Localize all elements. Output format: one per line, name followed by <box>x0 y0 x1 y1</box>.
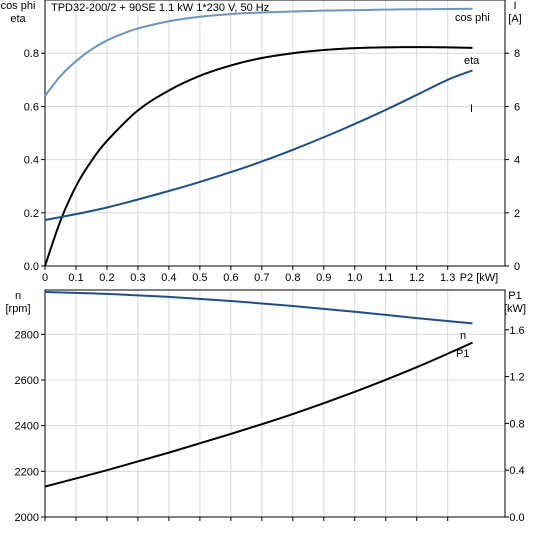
top-plot: 0.0 0.2 0.4 0.6 0.8 0 2 4 6 8 0 0.1 0.2 0.3 0.4 0.5 0.6 0… <box>1 0 522 284</box>
x-tick-label: 1.3 <box>440 272 455 284</box>
y-right-axis-label: [kW] <box>504 303 526 315</box>
series-eta-line <box>44 46 473 267</box>
y-right-axis-label: P1 <box>508 290 521 302</box>
y-left-tick-label: 0.0 <box>24 261 39 273</box>
y-left-tick-label: 0.2 <box>24 208 39 220</box>
series-i-label: I <box>470 103 473 115</box>
y-right-tick-label: 1.6 <box>509 325 524 337</box>
y-left-tick-label: 0.4 <box>24 155 39 167</box>
y-left-tick-label: 2200 <box>15 466 39 478</box>
plot-frame <box>44 0 506 267</box>
y-left-tick-label: 0.8 <box>24 48 39 60</box>
bottom-plot: 200022002400260028000.00.40.81.21.6n[rpm… <box>5 289 526 524</box>
y-left-axis-label: n <box>15 290 21 302</box>
x-tick-label: 1.2 <box>409 272 424 284</box>
series-cos-phi-label: cos phi <box>455 12 490 24</box>
series-cos-phi-line <box>44 7 473 97</box>
x-axis-label: P2 [kW] <box>460 272 499 284</box>
series-n-line <box>44 291 473 325</box>
series-n-label: n <box>460 330 466 342</box>
y-right-tick-label: 0.0 <box>509 512 524 524</box>
y-left-tick-label: 2600 <box>15 375 39 387</box>
y-right-tick-label: 0 <box>514 261 520 273</box>
x-tick-label: 1.1 <box>378 272 393 284</box>
y-right-tick-label: 2 <box>514 208 520 220</box>
plot-frame <box>44 289 506 518</box>
x-tick-label: 0.1 <box>68 272 83 284</box>
y-right-axis-label: I <box>513 0 516 12</box>
series-i-line <box>44 69 473 221</box>
y-right-tick-label: 6 <box>514 101 520 113</box>
x-tick-label: 0 <box>42 272 48 284</box>
y-right-tick-label: 0.4 <box>509 465 524 477</box>
y-left-axis-label: [rpm] <box>5 303 30 315</box>
x-tick-label: 0.3 <box>130 272 145 284</box>
y-right-tick-label: 1.2 <box>509 372 524 384</box>
series-p1-label: P1 <box>456 348 469 360</box>
x-tick-label: 0.5 <box>192 272 207 284</box>
y-right-tick-label: 4 <box>514 155 520 167</box>
x-tick-label: 0.9 <box>316 272 331 284</box>
y-left-tick-label: 2400 <box>15 421 39 433</box>
series-p1-line <box>44 341 473 488</box>
y-left-axis-label: cos phi <box>1 0 36 12</box>
x-tick-label: 0.7 <box>254 272 269 284</box>
x-tick-label: 0.6 <box>223 272 238 284</box>
y-left-tick-label: 2800 <box>15 329 39 341</box>
x-tick-label: 0.2 <box>99 272 114 284</box>
y-left-axis-label: eta <box>10 13 26 25</box>
y-right-axis-label: [A] <box>508 13 521 25</box>
x-tick-label: 0.4 <box>161 272 176 284</box>
y-right-tick-label: 0.8 <box>509 418 524 430</box>
series-eta-label: eta <box>464 55 480 67</box>
chart-title: TPD32-200/2 + 90SE 1.1 kW 1*230 V, 50 Hz <box>51 2 269 14</box>
y-left-tick-label: 0.6 <box>24 101 39 113</box>
y-right-tick-label: 8 <box>514 48 520 60</box>
y-left-tick-label: 2000 <box>15 512 39 524</box>
x-tick-label: 1.0 <box>347 272 362 284</box>
x-tick-label: 0.8 <box>285 272 300 284</box>
